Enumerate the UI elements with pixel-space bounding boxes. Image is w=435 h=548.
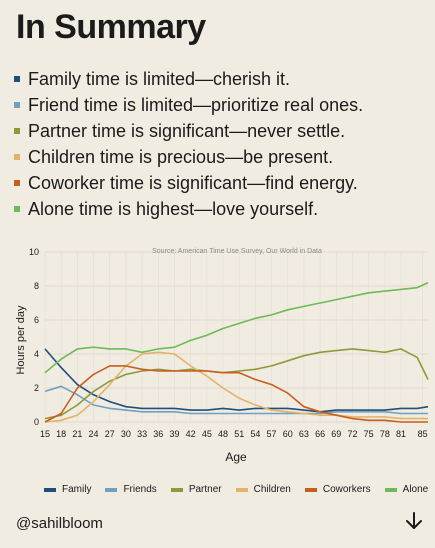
grid-layer	[44, 251, 428, 423]
y-tick-label: 8	[34, 281, 39, 291]
series-layer	[44, 281, 429, 423]
x-tick-label: 42	[186, 429, 196, 439]
legend-swatch	[384, 487, 397, 492]
series-line-coworkers	[44, 365, 428, 423]
bullet-text: Friend time is limited—prioritize real o…	[28, 94, 364, 115]
legend-item-friends: Friends	[105, 484, 157, 495]
x-tick-label: 33	[137, 429, 147, 439]
bullet-friends: Friend time is limited—prioritize real o…	[14, 92, 429, 118]
series-line-family	[44, 348, 429, 413]
legend-swatch	[44, 487, 56, 492]
legend-item-family: Family	[44, 484, 91, 495]
x-tick-label: 54	[250, 429, 260, 439]
x-tick-label: 72	[347, 429, 357, 439]
legend-label: Coworkers	[322, 484, 371, 495]
arrow-down-svg	[406, 512, 422, 529]
x-tick-label: 60	[283, 429, 293, 439]
x-tick-label: 36	[153, 429, 163, 439]
y-tick-label: 10	[29, 247, 39, 257]
legend-swatch	[105, 487, 118, 492]
bullet-partner: Partner time is significant—never settle…	[14, 118, 429, 144]
x-axis-label: Age	[225, 450, 247, 464]
bullet-children: Children time is precious—be present.	[14, 144, 429, 170]
bullet-marker	[14, 76, 20, 82]
legend-item-children: Children	[235, 484, 291, 495]
legend-swatch	[170, 487, 183, 492]
series-line-children	[44, 351, 428, 423]
bullet-marker	[14, 180, 20, 186]
x-tick-label: 75	[364, 429, 374, 439]
legend-item-partner: Partner	[170, 484, 222, 495]
summary-bullets: Family time is limited—cherish it. Frien…	[14, 66, 429, 222]
chart-legend: Family Friends Partner Children Coworkers Alo…	[44, 484, 428, 495]
x-tick-label: 51	[234, 429, 244, 439]
bullet-text: Coworker time is significant—find energy…	[28, 172, 358, 193]
x-tick-label: 85	[418, 429, 428, 439]
x-tick-label: 21	[72, 429, 82, 439]
legend-label: Children	[253, 484, 291, 495]
y-tick-label: 6	[34, 315, 39, 325]
author-handle: @sahilbloom	[16, 515, 103, 532]
bullet-coworkers: Coworker time is significant—find energy…	[14, 170, 429, 196]
x-tick-label: 15	[40, 429, 50, 439]
bullet-text: Family time is limited—cherish it.	[28, 68, 291, 89]
legend-item-coworkers: Coworkers	[304, 484, 371, 495]
x-tick-label: 63	[299, 429, 309, 439]
y-tick-label: 0	[34, 417, 39, 427]
y-tick-label: 4	[34, 349, 39, 359]
bullet-marker	[14, 154, 20, 160]
x-tick-label: 24	[89, 429, 99, 439]
series-line-partner	[44, 348, 429, 420]
line-chart: 0 2 4 6 8 10 15 18 21 24 27 30 33 36 39 42 45 48 51 54 57 60 6…	[0, 240, 435, 470]
chart-source: Source: American Time Use Survey, Our Wo…	[152, 248, 322, 255]
y-tick-label: 2	[34, 383, 39, 393]
arrow-down-icon[interactable]	[403, 510, 425, 532]
x-tick-label: 57	[267, 429, 277, 439]
legend-item-alone: Alone	[384, 484, 429, 495]
bullet-marker	[14, 206, 20, 212]
series-line-alone	[44, 281, 429, 374]
x-tick-label: 45	[202, 429, 212, 439]
bullet-marker	[14, 102, 20, 108]
x-tick-label: 66	[315, 429, 325, 439]
bullet-alone: Alone time is highest—love yourself.	[14, 196, 429, 222]
x-tick-label: 78	[380, 429, 390, 439]
legend-label: Family	[62, 484, 92, 495]
x-tick-label: 18	[56, 429, 66, 439]
x-tick-label: 69	[331, 429, 341, 439]
legend-label: Friends	[123, 484, 157, 495]
legend-swatch	[235, 487, 248, 492]
x-tick-label: 27	[105, 429, 115, 439]
bullet-text: Alone time is highest—love yourself.	[28, 198, 319, 219]
legend-swatch	[304, 487, 317, 492]
legend-label: Alone	[402, 484, 429, 495]
x-tick-label: 39	[169, 429, 179, 439]
x-tick-label: 30	[121, 429, 131, 439]
x-tick-label: 48	[218, 429, 228, 439]
series-line-friends	[44, 385, 428, 415]
x-tick-label: 81	[396, 429, 406, 439]
bullet-marker	[14, 128, 20, 134]
bullet-text: Partner time is significant—never settle…	[28, 120, 346, 141]
page-title: In Summary	[16, 8, 206, 46]
bullet-text: Children time is precious—be present.	[28, 146, 334, 167]
bullet-family: Family time is limited—cherish it.	[14, 66, 429, 92]
legend-label: Partner	[188, 484, 222, 495]
y-axis-label: Hours per day	[15, 305, 27, 375]
